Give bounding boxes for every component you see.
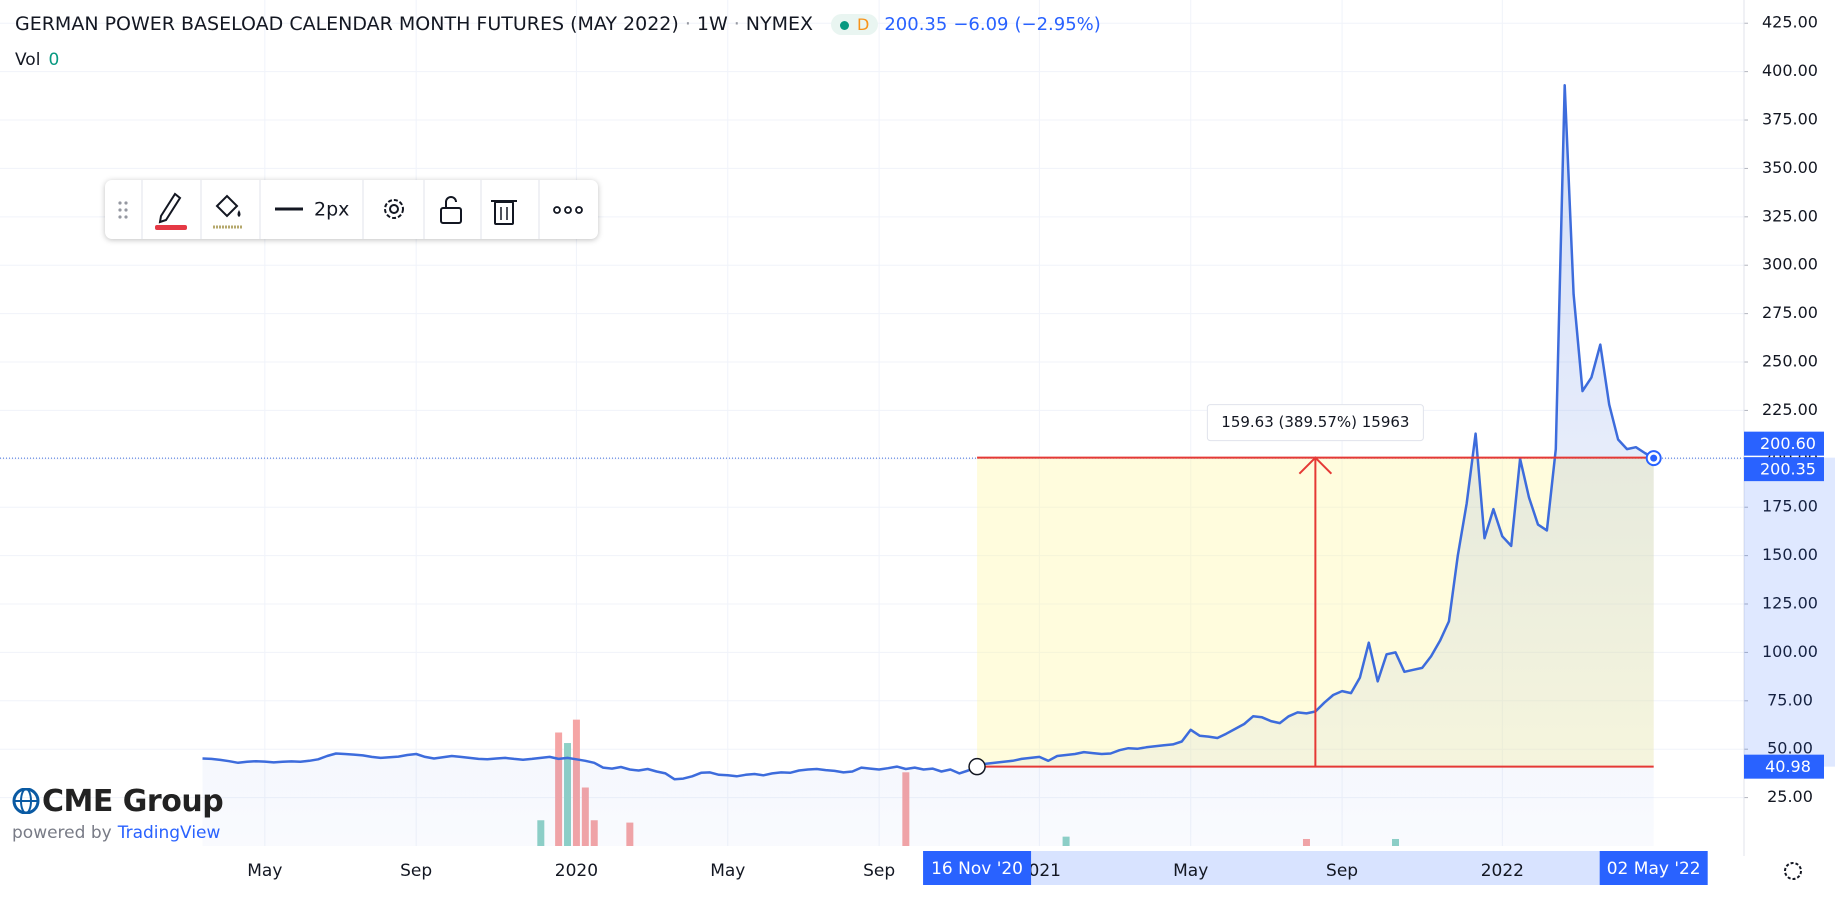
volume-legend: Vol 0 [15,50,59,70]
measure-top-label: 200.60 [1760,434,1816,453]
x-tick-label: Sep [1326,861,1358,881]
measure-label-box [1206,404,1424,442]
x-cursor-label: 16 Nov '20 [931,859,1023,879]
powered-by: powered by [12,823,112,843]
logo: CME Group [12,784,224,819]
lock[interactable] [440,196,462,224]
fill-color[interactable] [213,194,243,229]
measure-label: 159.63 (389.57%) 15963 [1221,413,1409,431]
settings[interactable] [384,199,404,219]
y-tick-label: 75.00 [1767,690,1813,709]
change-pct: (−2.95%) [1014,14,1101,35]
badge-text: D [857,15,870,34]
provider[interactable]: TradingView [117,823,221,843]
x-tick-label: May [1173,861,1208,881]
last-price-label-box [1744,457,1824,482]
last-price-label: 200.35 [1760,460,1816,479]
drawing-toolbar: 2px [105,180,598,239]
pen-color[interactable] [155,192,187,230]
price-area [202,85,1654,846]
line-width-label: 2px [314,199,349,221]
measure-start-label-box [1744,754,1824,779]
x-cursor-box [923,851,1032,885]
y-tick-label: 275.00 [1762,303,1818,322]
x-range-band [977,851,1654,885]
x-tick-label: Sep [400,861,432,881]
logo-globe [12,787,40,815]
exchange: NYMEX [745,13,814,35]
y-tick-label: 100.00 [1762,642,1818,661]
y-tick-label: 225.00 [1762,400,1818,419]
delete[interactable] [491,200,517,225]
y-tick-label: 425.00 [1762,13,1818,32]
line-width[interactable]: 2px [275,199,349,221]
measure-top-label-box [1744,431,1824,456]
more[interactable] [553,206,583,214]
y-tick-label: 25.00 [1767,787,1813,806]
status-badge: D [831,14,879,35]
axis-range-band [1744,457,1835,767]
y-tick-label: 250.00 [1762,352,1818,371]
y-tick-label: 50.00 [1767,739,1813,758]
x-cursor-box [1599,851,1708,885]
logo-text: CME Group [42,784,224,819]
toolbar-icons: 2px [118,180,583,239]
x-tick-label: 2022 [1481,861,1524,881]
x-tick-label: Sep [863,861,895,881]
symbol-title: GERMAN POWER BASELOAD CALENDAR MONTH FUT… [15,13,679,35]
x-tick-label: 2020 [555,861,598,881]
last-point-dot [1650,454,1658,462]
header: GERMAN POWER BASELOAD CALENDAR MONTH FUT… [15,13,1101,35]
y-tick-label: 300.00 [1762,255,1818,274]
drag-handle[interactable] [118,201,128,219]
measure-arrowhead [1298,456,1333,475]
y-tick-label: 375.00 [1762,110,1818,129]
last-price: 200.35 [884,14,948,35]
y-tick-label: 175.00 [1762,497,1818,516]
volume-name: Vol [15,50,41,70]
measure-start-handle[interactable] [968,757,986,776]
y-tick-label: 400.00 [1762,61,1818,80]
price-line [202,83,1655,781]
change: −6.09 [953,14,1009,35]
branding: CME Group powered by TradingView [12,784,224,843]
y-tick-label: 325.00 [1762,206,1818,225]
interval[interactable]: 1W [696,13,728,35]
x-tick-label: May [710,861,745,881]
x-tick-label: May [247,861,282,881]
x-cursor-label: 02 May '22 [1607,859,1701,879]
measure-start-label: 40.98 [1765,757,1811,776]
volume-value: 0 [48,50,60,70]
y-tick-label: 350.00 [1762,158,1818,177]
y-tick-label: 125.00 [1762,594,1818,613]
y-tick-label: 150.00 [1762,545,1818,564]
settings-gear[interactable] [1784,862,1802,880]
